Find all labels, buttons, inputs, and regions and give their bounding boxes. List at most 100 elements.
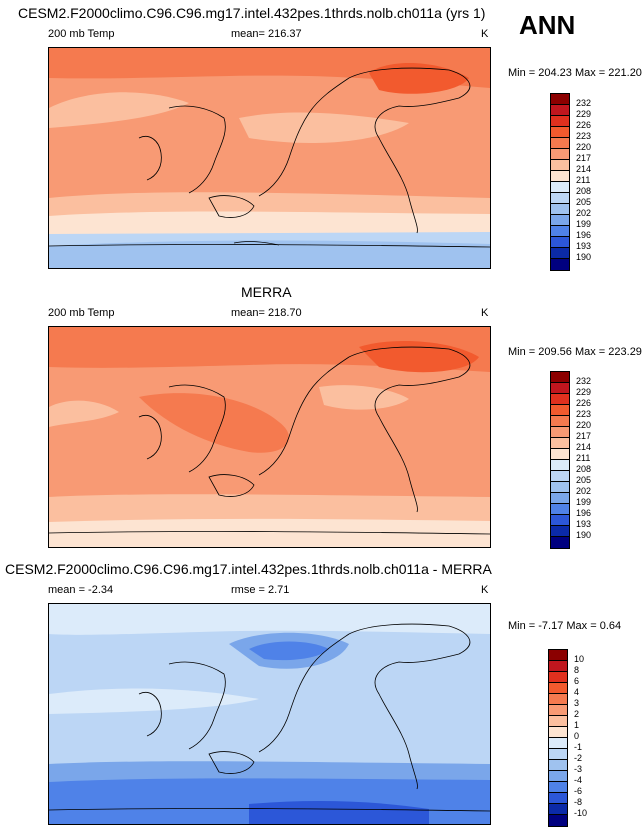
panel1-atlantic-cool-patch xyxy=(239,112,409,143)
colorbar-swatch xyxy=(549,771,567,782)
colorbar-tick-label: 10 xyxy=(574,654,585,664)
colorbar-swatch xyxy=(551,427,569,438)
colorbar-swatch xyxy=(551,460,569,471)
colorbar-tick-label: 205 xyxy=(576,197,592,207)
colorbar-tick-label: 193 xyxy=(576,241,592,251)
colorbar-swatch xyxy=(551,416,569,427)
colorbar-swatch xyxy=(551,160,569,171)
colorbar-tick-label: -4 xyxy=(574,775,583,785)
panel3-map xyxy=(48,603,491,825)
colorbar-swatch xyxy=(551,526,569,537)
colorbar-tick-label: 3 xyxy=(574,698,580,708)
colorbar-swatch xyxy=(551,94,569,105)
panel2-field-label: 200 mb Temp xyxy=(48,307,115,319)
panel2-map xyxy=(48,326,491,548)
panel2-atlantic-cool-patch xyxy=(319,385,409,410)
colorbar-tick-label: 8 xyxy=(574,665,580,675)
colorbar-swatch xyxy=(551,149,569,160)
panel1-arctic-warm xyxy=(369,62,469,94)
colorbar-swatch xyxy=(551,504,569,515)
colorbar-swatch xyxy=(549,716,567,727)
panel3-title: CESM2.F2000climo.C96.C96.mg17.intel.432p… xyxy=(5,561,492,577)
colorbar-swatch xyxy=(549,815,567,826)
panel1-map-svg xyxy=(49,48,490,268)
colorbar-swatch xyxy=(549,749,567,760)
colorbar-swatch xyxy=(551,226,569,237)
panel2-colorbar: 232 229 226 223 220 217 214 211 208 205 202 199 196 1… xyxy=(550,371,591,549)
colorbar-swatch xyxy=(551,138,569,149)
colorbar-tick-label: 220 xyxy=(576,420,592,430)
colorbar-swatch xyxy=(551,105,569,116)
panel2-title: MERRA xyxy=(241,284,292,300)
colorbar-tick-label: 223 xyxy=(576,409,592,419)
panel3-coastlines xyxy=(49,623,490,812)
panel3-antarctic-core xyxy=(249,801,429,824)
colorbar-tick-label: 199 xyxy=(576,219,592,229)
panel1-minmax: Min = 204.23 Max = 221.20 xyxy=(508,67,642,79)
colorbar-tick-label: 190 xyxy=(576,530,592,540)
colorbar-swatches xyxy=(550,371,570,549)
colorbar-swatch xyxy=(551,471,569,482)
colorbar-tick-label: -8 xyxy=(574,797,583,807)
colorbar-tick-label: 205 xyxy=(576,475,592,485)
colorbar-swatch xyxy=(551,449,569,460)
colorbar-tick-label: 6 xyxy=(574,676,580,686)
colorbar-swatch xyxy=(551,405,569,416)
colorbar-tick-label: 196 xyxy=(576,230,592,240)
panel3-north-band xyxy=(49,604,490,635)
colorbar-swatch xyxy=(551,515,569,526)
colorbar-tick-label: 208 xyxy=(576,186,592,196)
panel1-southern-pale-band xyxy=(49,211,490,238)
colorbar-tick-label: 214 xyxy=(576,442,592,452)
panel2-antarctic-band xyxy=(49,518,490,547)
panel1-antarctic-core xyxy=(49,240,490,268)
colorbar-swatch xyxy=(549,738,567,749)
colorbar-tick-label: 211 xyxy=(576,453,591,463)
colorbar-tick-label: -6 xyxy=(574,786,583,796)
colorbar-swatch xyxy=(551,215,569,226)
season-label: ANN xyxy=(519,10,576,40)
colorbar-tick-label: 229 xyxy=(576,387,592,397)
colorbar-tick-label: 196 xyxy=(576,508,592,518)
colorbar-swatch xyxy=(551,537,569,548)
colorbar-swatch xyxy=(549,705,567,716)
panel3-mean-label: mean = -2.34 xyxy=(48,584,114,596)
colorbar-tick-label: 199 xyxy=(576,497,592,507)
colorbar-tick-label: 214 xyxy=(576,164,592,174)
panel2-warm-pool xyxy=(139,393,289,453)
colorbar-swatch xyxy=(551,438,569,449)
panel2-units-label: K xyxy=(481,307,489,319)
colorbar-tick-label: 202 xyxy=(576,208,592,218)
colorbar-tick-label: 202 xyxy=(576,486,592,496)
colorbar-tick-label: 226 xyxy=(576,398,592,408)
colorbar-swatch xyxy=(549,782,567,793)
panel1-colorbar: 232 229 226 223 220 217 214 211 208 205 202 199 196 1… xyxy=(550,93,591,271)
colorbar-swatch xyxy=(551,204,569,215)
panel3-map-svg xyxy=(49,604,490,824)
colorbar-swatch xyxy=(549,683,567,694)
panel3-minmax: Min = -7.17 Max = 0.64 xyxy=(508,620,622,632)
panel2-pacific-cool-patch xyxy=(49,400,119,427)
colorbar-swatch xyxy=(551,394,569,405)
panel1-coastlines xyxy=(49,67,490,248)
colorbar-swatch xyxy=(551,193,569,204)
panel2-coastlines xyxy=(49,346,490,535)
colorbar-swatch xyxy=(549,672,567,683)
colorbar-tick-label: 229 xyxy=(576,109,592,119)
colorbar-swatches xyxy=(548,649,568,827)
colorbar-tick-label: 190 xyxy=(576,252,592,262)
panel1-map xyxy=(48,47,491,269)
panel1-mean-label: mean= 216.37 xyxy=(231,28,302,40)
panel3-colorbar: 10 8 6 4 3 2 1 0 -1 -2 -3 -4 -6 -8 -10 xyxy=(548,649,587,827)
panel3-pale-patch xyxy=(49,688,259,714)
colorbar-tick-label: 232 xyxy=(576,98,592,108)
panel1-units-label: K xyxy=(481,28,489,40)
colorbar-tick-label: 223 xyxy=(576,131,592,141)
panel1-field-label: 200 mb Temp xyxy=(48,28,115,40)
colorbar-tick-label: 211 xyxy=(576,175,591,185)
colorbar-swatch xyxy=(549,760,567,771)
panel3-rmse-label: rmse = 2.71 xyxy=(231,584,290,596)
colorbar-tick-label: 232 xyxy=(576,376,592,386)
panel2-map-svg xyxy=(49,327,490,547)
colorbar-swatch xyxy=(551,383,569,394)
